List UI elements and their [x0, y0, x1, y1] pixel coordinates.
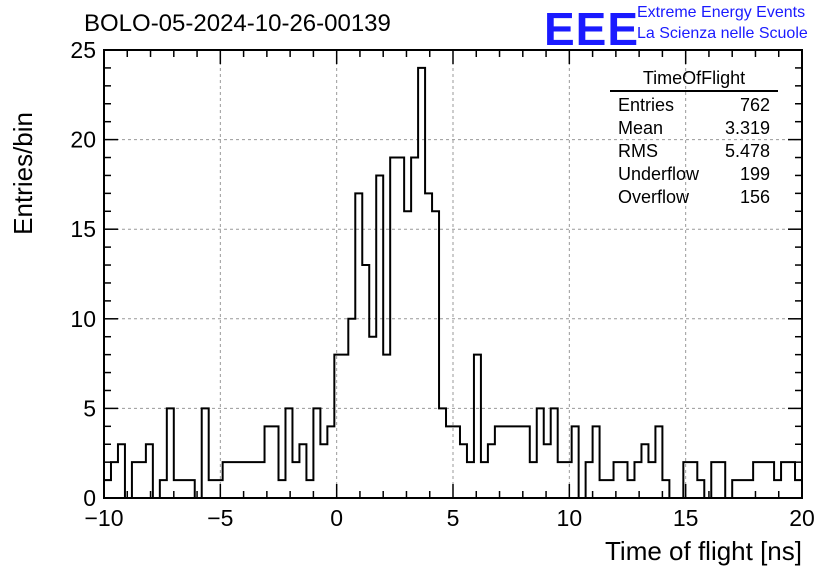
run-title: BOLO-05-2024-10-26-00139: [84, 10, 391, 37]
stats-label: Overflow: [618, 187, 690, 207]
stats-row-entries: Entries 762: [610, 94, 778, 117]
stats-value: 156: [739, 187, 770, 207]
stats-label: Mean: [618, 118, 664, 138]
y-tick-label: 15: [70, 216, 96, 242]
y-tick-label: 20: [70, 127, 96, 153]
y-axis-label: Entries/bin: [8, 112, 38, 235]
x-tick-label: 10: [557, 505, 583, 531]
x-tick-label: 20: [789, 505, 815, 531]
org-subtitle: La Scienza nelle Scuole: [637, 25, 808, 42]
x-tick-label: 5: [447, 505, 460, 531]
stats-label: RMS: [618, 141, 658, 161]
x-axis-label: Time of flight [ns]: [605, 536, 802, 566]
stats-row-rms: RMS 5.478: [610, 140, 778, 163]
x-tick-label: 0: [330, 505, 343, 531]
y-tick-label: 25: [70, 37, 96, 63]
stats-row-underflow: Underflow 199: [610, 163, 778, 186]
stats-value: 762: [739, 95, 770, 115]
y-tick-label: 10: [70, 306, 96, 332]
x-tick-label: −5: [207, 505, 233, 531]
stats-row-mean: Mean 3.319: [610, 117, 778, 140]
x-tick-label: 15: [673, 505, 699, 531]
stats-value: 199: [739, 164, 770, 184]
stats-box: TimeOfFlight Entries 762 Mean 3.319 RMS …: [610, 68, 778, 209]
stats-title: TimeOfFlight: [610, 68, 778, 92]
stats-label: Entries: [618, 95, 675, 115]
y-tick-label: 5: [83, 395, 96, 421]
ticks: −10 −5 0 5 10 15 20 0 5 10 15 20 25: [70, 37, 814, 531]
eee-logo: EEE: [544, 3, 640, 55]
y-tick-label: 0: [83, 485, 96, 511]
stats-label: Underflow: [618, 164, 700, 184]
stats-value: 5.478: [724, 141, 770, 161]
stats-row-overflow: Overflow 156: [610, 186, 778, 209]
stats-value: 3.319: [724, 118, 770, 138]
x-tick-label: −10: [84, 505, 123, 531]
grid-lines: [104, 50, 802, 498]
org-name: Extreme Energy Events: [637, 4, 806, 21]
